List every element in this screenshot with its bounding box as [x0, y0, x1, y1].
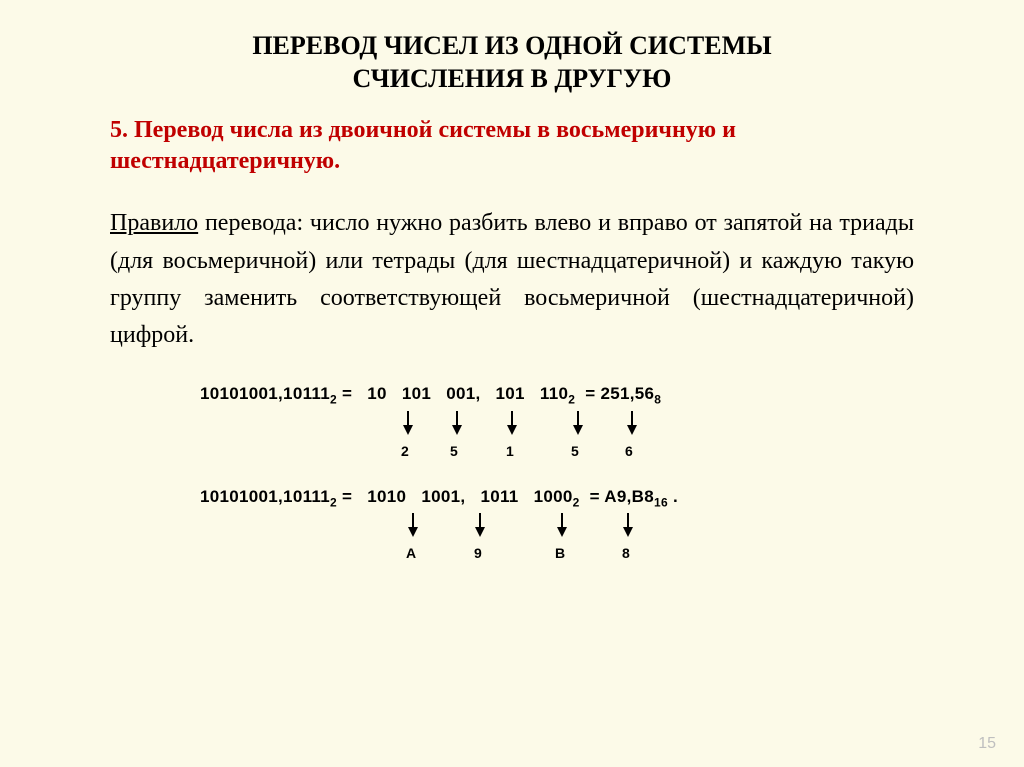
- ex2-dot: .: [668, 487, 678, 506]
- down-arrow-icon: [627, 411, 637, 435]
- page-number: 15: [978, 735, 996, 753]
- result-digit: 2: [401, 443, 409, 459]
- title-line-2: СЧИСЛЕНИЯ В ДРУГУЮ: [353, 64, 672, 93]
- result-digit: 5: [571, 443, 579, 459]
- ex1-eq2: = 251,56: [575, 384, 654, 403]
- slide-container: ПЕРЕВОД ЧИСЕЛ ИЗ ОДНОЙ СИСТЕМЫ СЧИСЛЕНИЯ…: [0, 0, 1024, 561]
- ex2-src-sub: 2: [330, 495, 337, 509]
- ex2-eq2: = A9,B8: [580, 487, 654, 506]
- down-arrow-icon: [557, 513, 567, 537]
- down-arrow-icon: [452, 411, 462, 435]
- ex2-eq1: =: [337, 487, 367, 506]
- ex1-digits-row: 2 5 1 5 6: [200, 443, 964, 459]
- rule-text: перевода: число нужно разбить влево и вп…: [110, 210, 914, 348]
- subtitle: 5. Перевод числа из двоичной системы в в…: [110, 115, 914, 177]
- rule-label: Правило: [110, 210, 198, 236]
- ex1-res-sub: 8: [654, 393, 661, 407]
- result-digit: 5: [450, 443, 458, 459]
- down-arrow-icon: [507, 411, 517, 435]
- ex1-arrows-row: [200, 411, 964, 441]
- result-digit: 6: [625, 443, 633, 459]
- ex1-groups: 10 101 001, 101 110: [367, 384, 568, 403]
- ex1-src-sub: 2: [330, 393, 337, 407]
- title-line-1: ПЕРЕВОД ЧИСЕЛ ИЗ ОДНОЙ СИСТЕМЫ: [252, 31, 771, 60]
- rule-paragraph: Правило перевода: число нужно разбить вл…: [110, 205, 914, 354]
- result-digit: 1: [506, 443, 514, 459]
- result-digit: 8: [622, 545, 630, 561]
- down-arrow-icon: [403, 411, 413, 435]
- example-1-line: 10101001,101112 = 10 101 001, 101 1102 =…: [200, 384, 964, 406]
- example-1: 10101001,101112 = 10 101 001, 101 1102 =…: [200, 384, 964, 458]
- result-digit: B: [555, 545, 565, 561]
- down-arrow-icon: [408, 513, 418, 537]
- ex2-groups-sub: 2: [573, 495, 580, 509]
- ex2-groups: 1010 1001, 1011 1000: [367, 487, 572, 506]
- down-arrow-icon: [573, 411, 583, 435]
- ex1-eq1: =: [337, 384, 367, 403]
- example-2: 10101001,101112 = 1010 1001, 1011 10002 …: [200, 487, 964, 561]
- result-digit: 9: [474, 545, 482, 561]
- example-2-line: 10101001,101112 = 1010 1001, 1011 10002 …: [200, 487, 964, 509]
- ex2-digits-row: A 9 B 8: [200, 545, 964, 561]
- ex2-src: 10101001,10111: [200, 487, 330, 506]
- main-title: ПЕРЕВОД ЧИСЕЛ ИЗ ОДНОЙ СИСТЕМЫ СЧИСЛЕНИЯ…: [60, 30, 964, 95]
- down-arrow-icon: [623, 513, 633, 537]
- examples-block: 10101001,101112 = 10 101 001, 101 1102 =…: [200, 384, 964, 561]
- ex2-res-sub: 16: [654, 495, 668, 509]
- ex2-arrows-row: [200, 513, 964, 543]
- ex1-src: 10101001,10111: [200, 384, 330, 403]
- result-digit: A: [406, 545, 416, 561]
- down-arrow-icon: [475, 513, 485, 537]
